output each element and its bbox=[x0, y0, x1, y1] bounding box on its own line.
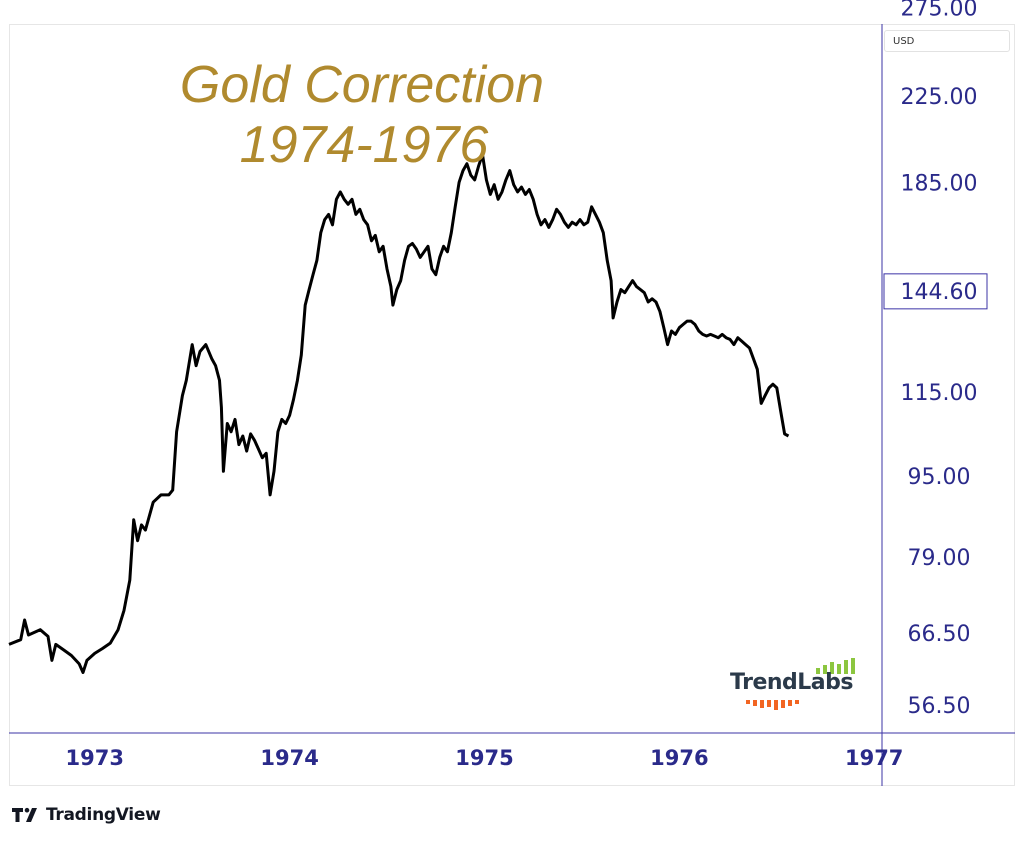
y-tick-label: 66.50 bbox=[908, 622, 971, 647]
x-axis-ticks: 1973 1974 1975 1976 1977 bbox=[66, 746, 904, 770]
chart-frame bbox=[9, 24, 1015, 786]
x-tick-label: 1974 bbox=[260, 746, 318, 770]
y-tick-label: 225.00 bbox=[901, 85, 978, 110]
y-tick-label: 79.00 bbox=[908, 546, 971, 571]
chart-subtitle: 1974-1976 bbox=[240, 116, 489, 174]
last-price-tag: 144.60 bbox=[883, 273, 988, 310]
series-group bbox=[8, 153, 790, 674]
last-price-label: 144.60 bbox=[901, 280, 978, 305]
tradingview-label: TradingView bbox=[46, 805, 161, 825]
chart-title: Gold Correction bbox=[180, 56, 544, 114]
y-tick-label: 115.00 bbox=[901, 381, 978, 406]
y-tick-label: 185.00 bbox=[901, 171, 978, 196]
x-tick-label: 1975 bbox=[455, 746, 513, 770]
trendlabs-bars-icon bbox=[746, 658, 855, 710]
tradingview-logo[interactable]: TradingView bbox=[12, 804, 161, 826]
trendlabs-label: TrendLabs bbox=[730, 670, 853, 695]
currency-badge[interactable]: USD bbox=[884, 30, 1010, 52]
y-tick-label: 95.00 bbox=[908, 465, 971, 490]
x-tick-label: 1976 bbox=[650, 746, 708, 770]
y-tick-label: 275.00 bbox=[901, 0, 978, 22]
x-tick-label: 1977 bbox=[845, 746, 903, 770]
price-series-line bbox=[8, 153, 790, 674]
trendlabs-watermark: TrendLabs bbox=[728, 656, 868, 716]
y-axis-ticks: 56.50 66.50 79.00 95.00 115.00 185.00 225.00 27… bbox=[901, 0, 978, 719]
x-tick-label: 1973 bbox=[66, 746, 124, 770]
y-tick-label: 56.50 bbox=[908, 694, 971, 719]
tradingview-icon bbox=[12, 807, 37, 822]
